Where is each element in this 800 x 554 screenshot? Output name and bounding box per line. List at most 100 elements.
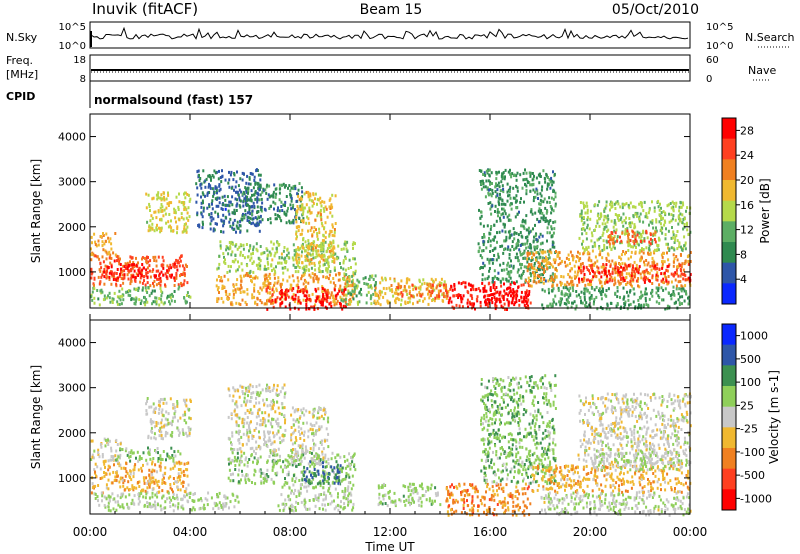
heatmap-cell xyxy=(427,302,430,306)
heatmap-cell xyxy=(624,221,627,225)
heatmap-cell xyxy=(314,268,317,272)
heatmap-cell xyxy=(310,261,313,265)
heatmap-cell xyxy=(97,239,100,243)
heatmap-cell xyxy=(433,288,436,292)
heatmap-cell xyxy=(183,266,186,270)
heatmap-cell xyxy=(516,294,519,298)
heatmap-cell xyxy=(627,233,629,237)
heatmap-cell xyxy=(103,471,105,474)
heatmap-cell xyxy=(622,250,625,253)
heatmap-cell xyxy=(165,221,168,225)
heatmap-cell xyxy=(633,275,636,279)
heatmap-cell xyxy=(541,303,544,307)
heatmap-cell xyxy=(301,228,304,232)
heatmap-cell xyxy=(550,305,553,309)
heatmap-cell xyxy=(324,221,327,225)
heatmap-cell xyxy=(600,292,603,296)
heatmap-cell xyxy=(171,292,173,296)
heatmap-cell xyxy=(283,297,286,301)
heatmap-cell xyxy=(223,255,225,259)
heatmap-cell xyxy=(322,263,325,267)
heatmap-cell xyxy=(160,434,163,437)
heatmap-cell xyxy=(218,196,221,200)
heatmap-cell xyxy=(183,201,186,204)
heatmap-cell xyxy=(342,293,345,297)
heatmap-cell xyxy=(522,272,525,275)
heatmap-cell xyxy=(506,199,509,203)
heatmap-cell xyxy=(475,287,478,291)
heatmap-cell xyxy=(353,287,356,291)
heatmap-cell xyxy=(434,296,437,300)
heatmap-cell xyxy=(256,217,259,221)
heatmap-cell xyxy=(282,271,285,275)
heatmap-cell xyxy=(110,272,113,276)
heatmap-cell xyxy=(438,294,441,298)
heatmap-cell xyxy=(562,286,565,290)
heatmap-cell xyxy=(393,277,396,281)
heatmap-cell xyxy=(589,258,592,262)
heatmap-cell xyxy=(363,282,366,285)
heatmap-cell xyxy=(502,207,505,211)
heatmap-cell xyxy=(550,211,553,215)
heatmap-cell xyxy=(494,275,497,279)
heatmap-cell xyxy=(653,206,656,210)
heatmap-cell xyxy=(431,283,434,287)
heatmap-cell xyxy=(516,256,519,260)
heatmap-cell xyxy=(564,264,567,268)
heatmap-cell xyxy=(326,247,329,251)
heatmap-cell xyxy=(248,177,251,181)
heatmap-cell xyxy=(633,270,636,274)
heatmap-cell xyxy=(480,182,483,186)
heatmap-cell xyxy=(118,274,121,278)
heatmap-cell xyxy=(244,202,247,206)
heatmap-cell xyxy=(336,299,339,303)
heatmap-cell xyxy=(308,198,311,202)
heatmap-cell xyxy=(112,470,115,474)
colorbar-segment xyxy=(722,159,736,181)
heatmap-cell xyxy=(587,258,590,262)
heatmap-cell xyxy=(312,230,315,234)
heatmap-cell xyxy=(201,215,204,219)
heatmap-cell xyxy=(308,258,311,262)
heatmap-cell xyxy=(263,207,266,211)
heatmap-cell xyxy=(539,202,542,206)
heatmap-cell xyxy=(493,235,496,239)
heatmap-cell xyxy=(115,438,118,442)
heatmap-cell xyxy=(598,224,601,228)
heatmap-cell xyxy=(112,455,115,459)
heatmap-cell xyxy=(596,307,599,311)
heatmap-cell xyxy=(297,299,300,303)
heatmap-cell xyxy=(352,246,354,250)
heatmap-cell xyxy=(679,263,682,267)
heatmap-cell xyxy=(351,289,354,293)
heatmap-cell xyxy=(678,219,681,223)
heatmap-cell xyxy=(433,299,436,303)
heatmap-cell xyxy=(93,296,96,300)
heatmap-cell xyxy=(472,302,475,306)
heatmap-cell xyxy=(97,484,100,487)
heatmap-cell xyxy=(321,285,324,289)
heatmap-cell xyxy=(304,270,306,274)
heatmap-cell xyxy=(272,192,275,196)
heatmap-cell xyxy=(481,278,484,282)
heatmap-cell xyxy=(438,284,441,288)
heatmap-cell xyxy=(227,252,230,256)
heatmap-cell xyxy=(644,296,647,300)
heatmap-cell xyxy=(157,459,160,463)
heatmap-cell xyxy=(232,221,235,225)
heatmap-cell xyxy=(651,242,654,245)
heatmap-cell xyxy=(522,256,525,260)
heatmap-cell xyxy=(179,488,182,492)
heatmap-cell xyxy=(325,258,328,262)
heatmap-cell xyxy=(548,201,551,204)
heatmap-cell xyxy=(146,291,149,294)
heatmap-cell xyxy=(113,259,116,263)
heatmap-cell xyxy=(548,182,551,186)
heatmap-cell xyxy=(330,291,333,295)
heatmap-cell xyxy=(655,291,658,295)
heatmap-cell xyxy=(670,293,673,297)
heatmap-cell xyxy=(159,286,162,290)
heatmap-cell xyxy=(633,223,636,227)
heatmap-cell xyxy=(291,274,294,278)
heatmap-cell xyxy=(159,429,161,433)
